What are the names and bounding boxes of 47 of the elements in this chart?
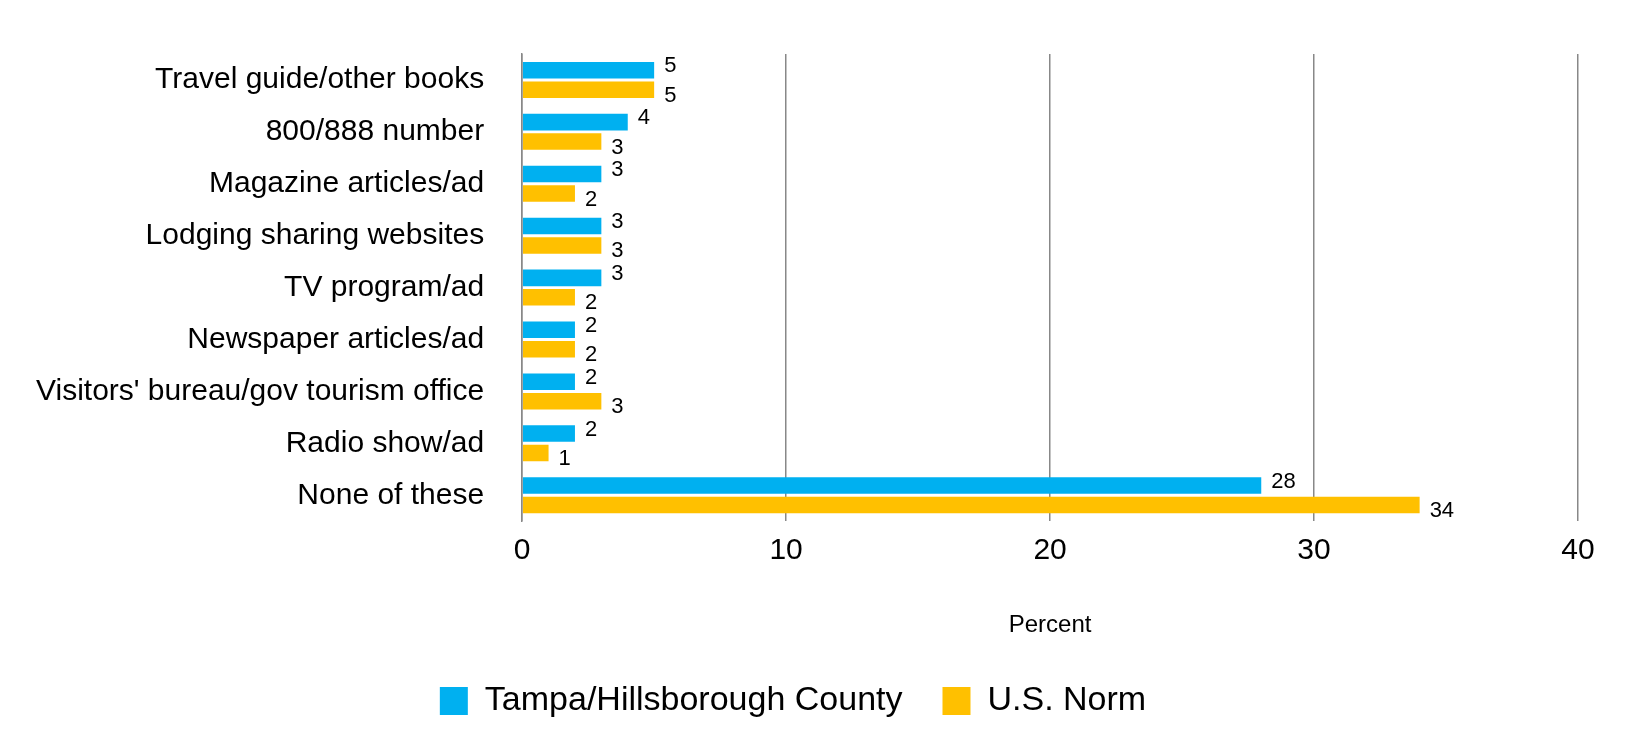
bar [522,113,628,131]
y-tick-label: Radio show/ad [285,424,485,458]
bar [522,477,1262,494]
bar [522,496,1420,514]
x-tick-label: 0 [513,532,531,566]
data-label: 4 [637,104,650,130]
bar [522,217,602,235]
bar [522,269,602,287]
bar [522,165,602,183]
bar [522,444,549,462]
bar [522,185,575,202]
data-label: 2 [584,185,598,211]
y-tick-label: None of these [297,476,485,510]
bar [522,425,575,442]
bar [522,340,575,358]
data-label: 5 [664,81,677,107]
data-label: 34 [1429,497,1455,523]
bar [522,289,575,306]
data-label: 5 [664,52,677,78]
x-axis-title: Percent [1008,610,1092,638]
data-label: 2 [584,415,598,441]
x-tick-label: 40 [1561,532,1595,566]
bar [522,237,602,254]
bar [522,373,575,390]
y-tick-label: Magazine articles/ad [209,165,485,199]
bar [522,61,655,79]
data-label: 3 [611,156,624,182]
data-label: 3 [611,393,624,419]
y-tick-label: TV program/ad [284,268,485,302]
y-tick-label: Visitors' bureau/gov tourism office [36,372,485,406]
x-tick-label: 10 [769,532,803,566]
x-tick-label: 20 [1033,532,1067,566]
bar [522,81,655,98]
data-label: 3 [611,133,624,159]
y-tick-label: Travel guide/other books [155,61,485,95]
y-tick-label: 800/888 number [265,113,485,147]
bar [522,392,602,410]
bar [522,321,575,339]
data-label: 28 [1271,467,1296,493]
y-tick-label: Newspaper articles/ad [187,320,485,354]
x-tick-label: 30 [1297,532,1331,566]
legend-label: Tampa/Hillsborough County [484,679,903,718]
data-label: 3 [611,208,624,234]
y-tick-label: Lodging sharing websites [145,216,485,250]
data-label: 1 [558,445,571,471]
legend-label: U.S. Norm [987,679,1147,718]
bar [522,133,602,150]
